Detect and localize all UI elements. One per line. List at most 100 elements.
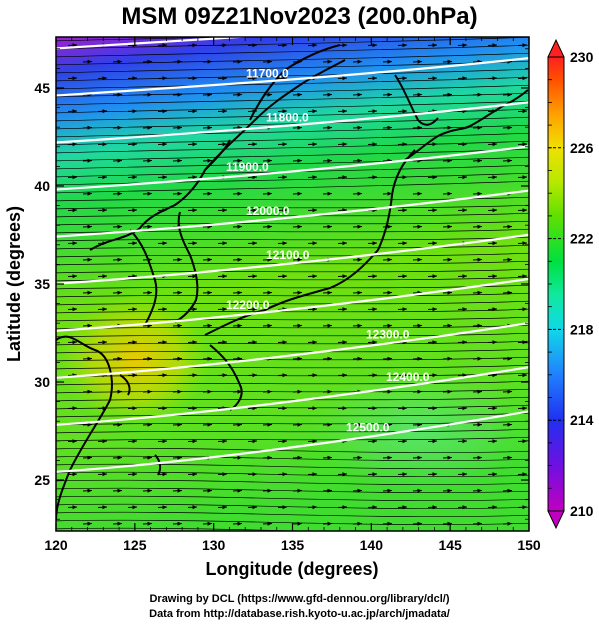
x-tick-label: 145 [438, 537, 462, 553]
wind-arrow [202, 290, 213, 295]
x-axis-label: Longitude (degrees) [205, 559, 378, 579]
wind-arrow [247, 241, 258, 246]
wind-arrow [457, 373, 468, 378]
wind-arrow [292, 224, 303, 229]
wind-arrow [157, 472, 168, 477]
colorbar-tick-label: 226 [570, 140, 594, 156]
wind-arrow [533, 326, 542, 327]
wind-arrow [82, 158, 93, 163]
wind-arrow [277, 208, 288, 213]
wind-arrow [157, 307, 168, 312]
wind-arrow [82, 356, 93, 361]
wind-arrow [307, 406, 318, 411]
wind-arrow [397, 43, 408, 48]
wind-arrow [502, 290, 513, 295]
wind-arrow [382, 125, 393, 130]
wind-arrow [487, 307, 498, 312]
wind-arrow [337, 76, 348, 81]
wind-arrow [277, 406, 288, 411]
wind-arrow [322, 125, 333, 130]
wind-arrow [487, 373, 498, 378]
wind-arrow [232, 59, 243, 64]
wind-arrow [142, 125, 153, 130]
x-tick-label: 120 [44, 537, 68, 553]
wind-arrow [322, 191, 333, 196]
streamline [56, 324, 529, 330]
wind-arrow [457, 76, 468, 81]
wind-arrow [427, 406, 438, 411]
wind-arrow [112, 257, 123, 262]
wind-arrow [412, 323, 423, 328]
wind-arrow [472, 323, 483, 328]
wind-arrow [412, 422, 423, 427]
wind-arrow [127, 43, 138, 48]
wind-arrow [112, 125, 123, 130]
wind-arrow [82, 323, 93, 328]
wind-arrow [187, 76, 198, 81]
wind-arrow [442, 488, 453, 493]
streamline [56, 412, 529, 418]
wind-arrow [307, 109, 318, 114]
chart-title: MSM 09Z21Nov2023 (200.0hPa) [121, 3, 478, 30]
contour-line [56, 37, 256, 50]
wind-arrow [217, 307, 228, 312]
x-tick-label: 130 [202, 537, 226, 553]
wind-arrow [262, 158, 273, 163]
wind-arrow [382, 290, 393, 295]
wind-arrow [427, 208, 438, 213]
wind-arrow [457, 274, 468, 279]
streamline [56, 455, 529, 462]
colorbar-top-triangle [547, 38, 565, 58]
wind-arrow [412, 257, 423, 262]
wind-arrow [202, 521, 213, 526]
wind-arrow [322, 59, 333, 64]
wind-arrow [97, 340, 108, 345]
wind-arrow [142, 389, 153, 394]
streamline [56, 471, 529, 478]
wind-arrow [232, 92, 243, 97]
wind-arrow [322, 488, 333, 493]
wind-arrow [172, 422, 183, 427]
wind-arrow [397, 241, 408, 246]
wind-arrow [172, 158, 183, 163]
colorbar-bottom-triangle [547, 510, 565, 530]
wind-arrow [382, 158, 393, 163]
wind-arrow [262, 224, 273, 229]
wind-arrow [412, 290, 423, 295]
wind-arrow [202, 389, 213, 394]
wind-arrow [112, 356, 123, 361]
wind-arrow [472, 59, 483, 64]
wind-arrow [502, 521, 513, 526]
x-tick-label: 150 [517, 537, 541, 553]
wind-arrow [487, 241, 498, 246]
wind-arrow [232, 356, 243, 361]
wind-arrow [277, 241, 288, 246]
wind-arrow [67, 274, 78, 279]
wind-arrow [187, 373, 198, 378]
wind-arrow [457, 43, 468, 48]
wind-arrow [322, 422, 333, 427]
wind-arrow [67, 142, 78, 147]
wind-arrow [127, 505, 138, 510]
wind-arrow [112, 290, 123, 295]
wind-arrow [187, 241, 198, 246]
contour-label: 11700.0 [246, 66, 289, 80]
wind-arrow [97, 274, 108, 279]
streamline [56, 495, 529, 502]
wind-arrow [232, 158, 243, 163]
wind-arrow [397, 175, 408, 180]
wind-arrow [397, 406, 408, 411]
wind-arrow [337, 373, 348, 378]
streamline [56, 447, 529, 454]
streamline [56, 300, 529, 306]
wind-arrow [202, 257, 213, 262]
wind-arrow [337, 241, 348, 246]
wind-arrow [127, 76, 138, 81]
wind-arrow [142, 455, 153, 460]
contour-label: 11800.0 [266, 111, 309, 125]
wind-arrow [472, 521, 483, 526]
wind-arrow [307, 142, 318, 147]
wind-arrow [307, 43, 318, 48]
wind-arrow [533, 359, 542, 360]
wind-arrow [457, 505, 468, 510]
